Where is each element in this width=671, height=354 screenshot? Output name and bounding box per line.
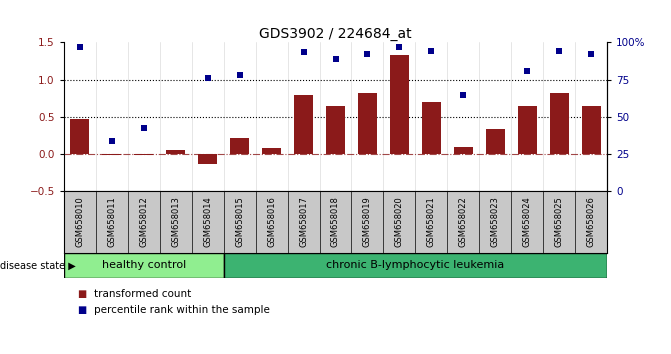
Text: GSM658023: GSM658023 — [491, 196, 500, 247]
Text: GSM658013: GSM658013 — [171, 196, 180, 247]
Bar — [518, 105, 537, 154]
Text: ■: ■ — [77, 305, 87, 315]
Text: chronic B-lymphocytic leukemia: chronic B-lymphocytic leukemia — [326, 261, 505, 270]
Text: disease state ▶: disease state ▶ — [0, 261, 76, 270]
Bar — [223, 253, 607, 278]
Text: GSM658024: GSM658024 — [523, 196, 532, 247]
Bar — [486, 130, 505, 154]
Text: healthy control: healthy control — [101, 261, 186, 270]
Bar — [294, 95, 313, 154]
Bar — [550, 93, 569, 154]
Text: GSM658015: GSM658015 — [235, 196, 244, 247]
Text: GSM658014: GSM658014 — [203, 196, 212, 247]
Text: GSM658022: GSM658022 — [459, 196, 468, 247]
Text: GSM658026: GSM658026 — [586, 196, 596, 247]
Text: percentile rank within the sample: percentile rank within the sample — [94, 305, 270, 315]
Text: GSM658010: GSM658010 — [75, 196, 85, 247]
Text: GSM658011: GSM658011 — [107, 196, 116, 247]
Bar — [390, 55, 409, 154]
Text: GSM658025: GSM658025 — [555, 196, 564, 247]
Bar — [582, 105, 601, 154]
Bar — [262, 148, 281, 154]
Bar — [326, 105, 345, 154]
Text: ■: ■ — [77, 289, 87, 299]
Bar — [64, 253, 223, 278]
Title: GDS3902 / 224684_at: GDS3902 / 224684_at — [259, 28, 412, 41]
Text: GSM658017: GSM658017 — [299, 196, 308, 247]
Bar — [198, 154, 217, 164]
Text: GSM658019: GSM658019 — [363, 196, 372, 247]
Bar — [422, 102, 441, 154]
Bar — [166, 149, 185, 154]
Text: transformed count: transformed count — [94, 289, 191, 299]
Text: GSM658020: GSM658020 — [395, 196, 404, 247]
Text: GSM658012: GSM658012 — [139, 196, 148, 247]
Bar — [70, 119, 89, 154]
Text: GSM658021: GSM658021 — [427, 196, 436, 247]
Bar — [102, 154, 121, 155]
Text: GSM658018: GSM658018 — [331, 196, 340, 247]
Bar — [358, 93, 377, 154]
Text: GSM658016: GSM658016 — [267, 196, 276, 247]
Bar — [230, 138, 249, 154]
Bar — [134, 154, 153, 155]
Bar — [454, 147, 473, 154]
